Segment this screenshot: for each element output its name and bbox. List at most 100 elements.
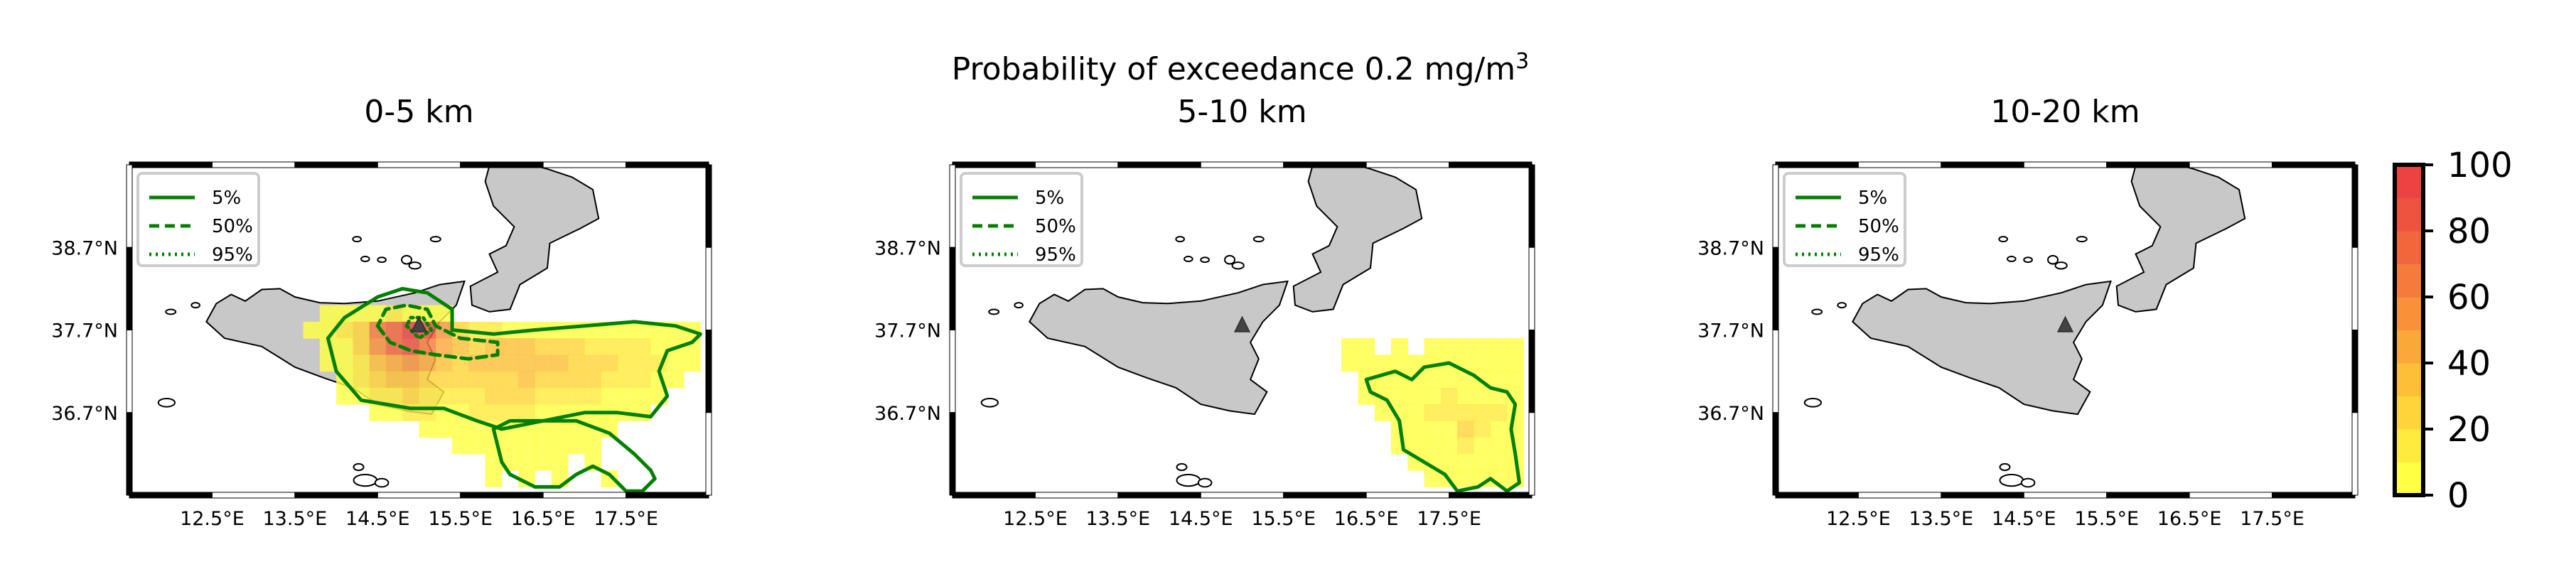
probability-cell [584,387,602,405]
probability-cell [385,371,403,389]
island [1837,302,1847,309]
colorbar-frame [2393,163,2425,497]
sicily-landmass [1029,280,1289,416]
frame-segment-right [1528,330,1535,413]
probability-cell [1507,354,1524,372]
probability-cell [485,470,503,487]
probability-cell [684,354,701,372]
probability-cell [336,354,353,372]
probability-cell [601,387,618,405]
probability-cell [1474,387,1491,405]
probability-cell [1474,404,1491,421]
probability-cell [617,354,635,372]
probability-cell [1374,354,1392,372]
legend-label: 5% [1858,188,1887,209]
probability-cell [518,404,535,421]
probability-cell [402,387,419,405]
colorbar-segment [2395,264,2423,298]
frame-segment-right [705,164,712,248]
probability-cell [1407,387,1425,405]
island [1176,462,1188,472]
frame-segment-bottom [1034,492,1119,499]
frame-segment-top [129,161,213,168]
probability-cell [518,437,535,455]
island [408,261,422,270]
frame-segment-bottom [1283,492,1367,499]
island [1014,302,1024,309]
legend: 5% 50% 95% [960,172,1083,267]
probability-cell [353,354,370,372]
probability-cell [1490,371,1508,389]
probability-cell [336,338,353,355]
frame-segment-left [126,164,133,248]
y-tick-label: 37.7°N [1697,320,1764,342]
frame-segment-bottom [294,492,378,499]
colorbar-tick-label: 80 [2447,212,2491,251]
probability-cell [1457,387,1474,405]
colorbar-segment [2395,462,2423,496]
probability-cell [551,371,569,389]
probability-cell [634,371,651,389]
probability-cell [468,387,486,405]
probability-cell [353,321,370,339]
probability-cell [369,305,387,323]
probability-cell [1424,437,1442,455]
probability-cell [353,371,370,389]
probability-cell [634,354,651,372]
frame-segment-left [1772,247,1779,330]
probability-cell [634,338,651,355]
probability-cell [1507,371,1524,389]
frame-segment-bottom [377,492,461,499]
colorbar-tick-label: 60 [2447,278,2491,318]
frame-segment-bottom [1200,492,1284,499]
x-tick-label: 16.5°E [1334,508,1399,530]
frame-segment-left [1772,330,1779,413]
probability-cell [518,338,535,355]
frame-segment-top [1283,161,1367,168]
probability-cell [435,354,453,372]
probability-cell [1474,437,1491,455]
frame-segment-right [2351,247,2358,330]
probability-cell [1407,421,1425,438]
island [352,236,362,243]
island [1999,462,2011,472]
frame-segment-top [1449,161,1533,168]
probability-cell [551,338,569,355]
probability-cell [601,470,618,487]
frame-segment-bottom [1775,492,1859,499]
probability-cell [551,387,569,405]
island [165,308,177,315]
frame-segment-bottom [129,492,213,499]
probability-cell [568,371,585,389]
colorbar-segment [2395,231,2423,264]
frame-segment-top [1365,161,1450,168]
legend: 5% 50% 95% [136,172,260,267]
probability-cell [1440,437,1458,455]
probability-cell [485,453,503,471]
frame-segment-right [2351,164,2358,248]
frame-segment-top [2189,161,2273,168]
probability-cell [1474,338,1491,355]
island [1999,473,2024,487]
colorbar-segment [2395,297,2423,330]
probability-cell [634,404,651,421]
probability-cell [485,371,503,389]
frame-segment-top [2023,161,2108,168]
y-tick-label: 36.7°N [874,403,941,425]
island [353,473,378,487]
island [2007,256,2017,263]
island [988,308,1000,315]
map-area [1803,165,2246,488]
probability-cell [501,338,519,355]
probability-cell [1490,354,1508,372]
probability-cell [468,421,486,438]
calabria-landmass [469,165,600,313]
probability-cell [419,421,436,438]
frame-segment-right [1528,164,1535,248]
probability-cell [568,354,585,372]
probability-cell [468,371,486,389]
island [1184,256,1193,263]
probability-cell [568,338,585,355]
probability-cell [336,321,353,339]
frame-segment-left [126,247,133,330]
